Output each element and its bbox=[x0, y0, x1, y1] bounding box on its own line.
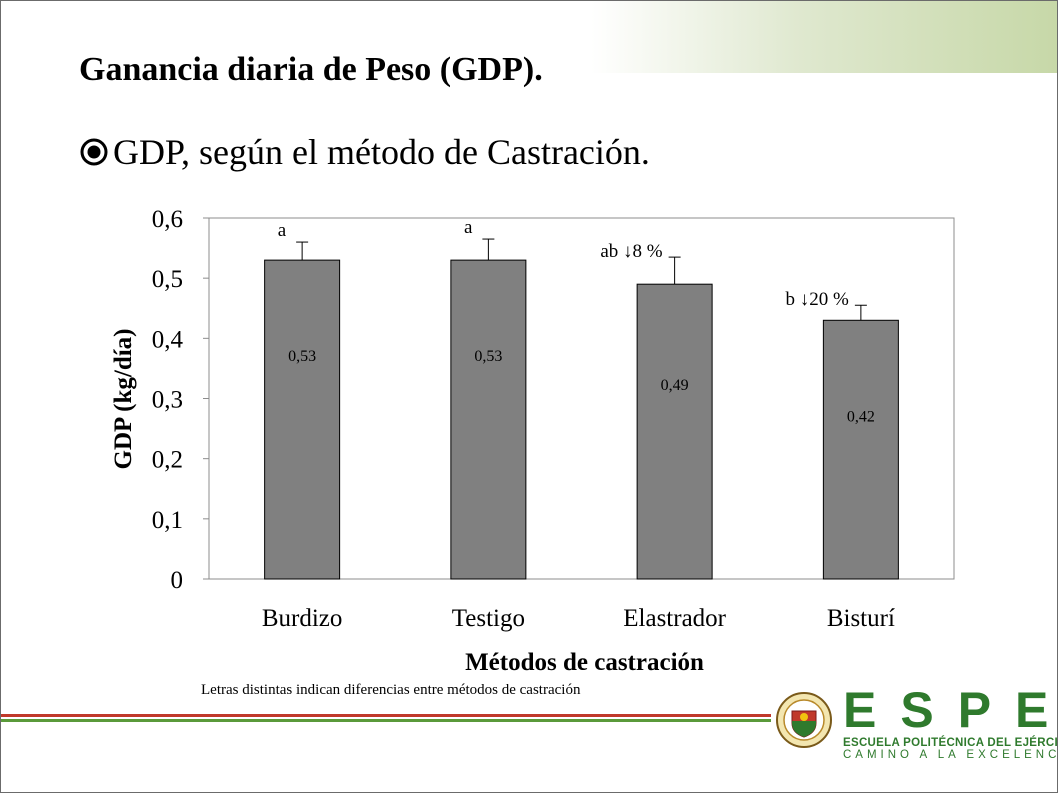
logo-letters: ESPE bbox=[843, 682, 1058, 738]
x-axis-title: Métodos de castración bbox=[465, 649, 704, 676]
footer-stripe-red bbox=[1, 714, 771, 717]
data-label: 0,53 bbox=[288, 348, 316, 365]
data-label: 0,49 bbox=[661, 377, 689, 394]
target-bullet-icon bbox=[79, 137, 109, 167]
espe-seal-logo bbox=[775, 691, 833, 749]
y-tick-label: 0,6 bbox=[152, 206, 183, 233]
y-axis-title: GDP (kg/día) bbox=[110, 329, 137, 470]
bar bbox=[822, 319, 899, 580]
y-tick-label: 0,3 bbox=[152, 387, 183, 414]
logo-institution: ESCUELA POLITÉCNICA DEL EJÉRCITO bbox=[843, 737, 1058, 749]
significance-label: a bbox=[278, 220, 287, 241]
data-label: 0,42 bbox=[847, 408, 875, 425]
subtitle-text: GDP, según el método de Castración. bbox=[113, 132, 650, 172]
significance-label: ab ↓8 % bbox=[600, 241, 662, 262]
y-tick-label: 0,1 bbox=[152, 507, 183, 534]
y-tick-label: 0 bbox=[171, 567, 184, 594]
chart-footnote: Letras distintas indican diferencias ent… bbox=[201, 682, 581, 698]
bar bbox=[450, 259, 527, 580]
y-tick-label: 0,2 bbox=[152, 447, 183, 474]
x-tick-label: Burdizo bbox=[262, 605, 343, 632]
espe-logo: ESPE ESCUELA POLITÉCNICA DEL EJÉRCITO CA… bbox=[843, 685, 1058, 761]
y-tick-label: 0,5 bbox=[152, 266, 183, 293]
x-tick-label: Bisturí bbox=[827, 605, 895, 632]
y-tick-label: 0,4 bbox=[152, 326, 184, 353]
bar bbox=[264, 259, 341, 580]
bar-chart: 0 0,1 0,2 0,3 0,4 0,5 0,6 0,53 a Burdizo 0,53 a Test… bbox=[110, 206, 955, 676]
bar bbox=[636, 283, 713, 580]
significance-label: a bbox=[464, 217, 473, 238]
page-title: Ganancia diaria de Peso (GDP). bbox=[79, 51, 543, 88]
significance-label: b ↓20 % bbox=[786, 289, 850, 310]
x-tick-label: Testigo bbox=[452, 605, 525, 632]
x-tick-label: Elastrador bbox=[623, 605, 726, 632]
footer-stripe-green bbox=[1, 719, 771, 722]
data-label: 0,53 bbox=[474, 348, 502, 365]
logo-motto: CAMINO A LA EXCELENCIA bbox=[843, 749, 1058, 761]
corner-decoration bbox=[591, 1, 1057, 73]
subtitle: GDP, según el método de Castración. bbox=[79, 131, 650, 173]
